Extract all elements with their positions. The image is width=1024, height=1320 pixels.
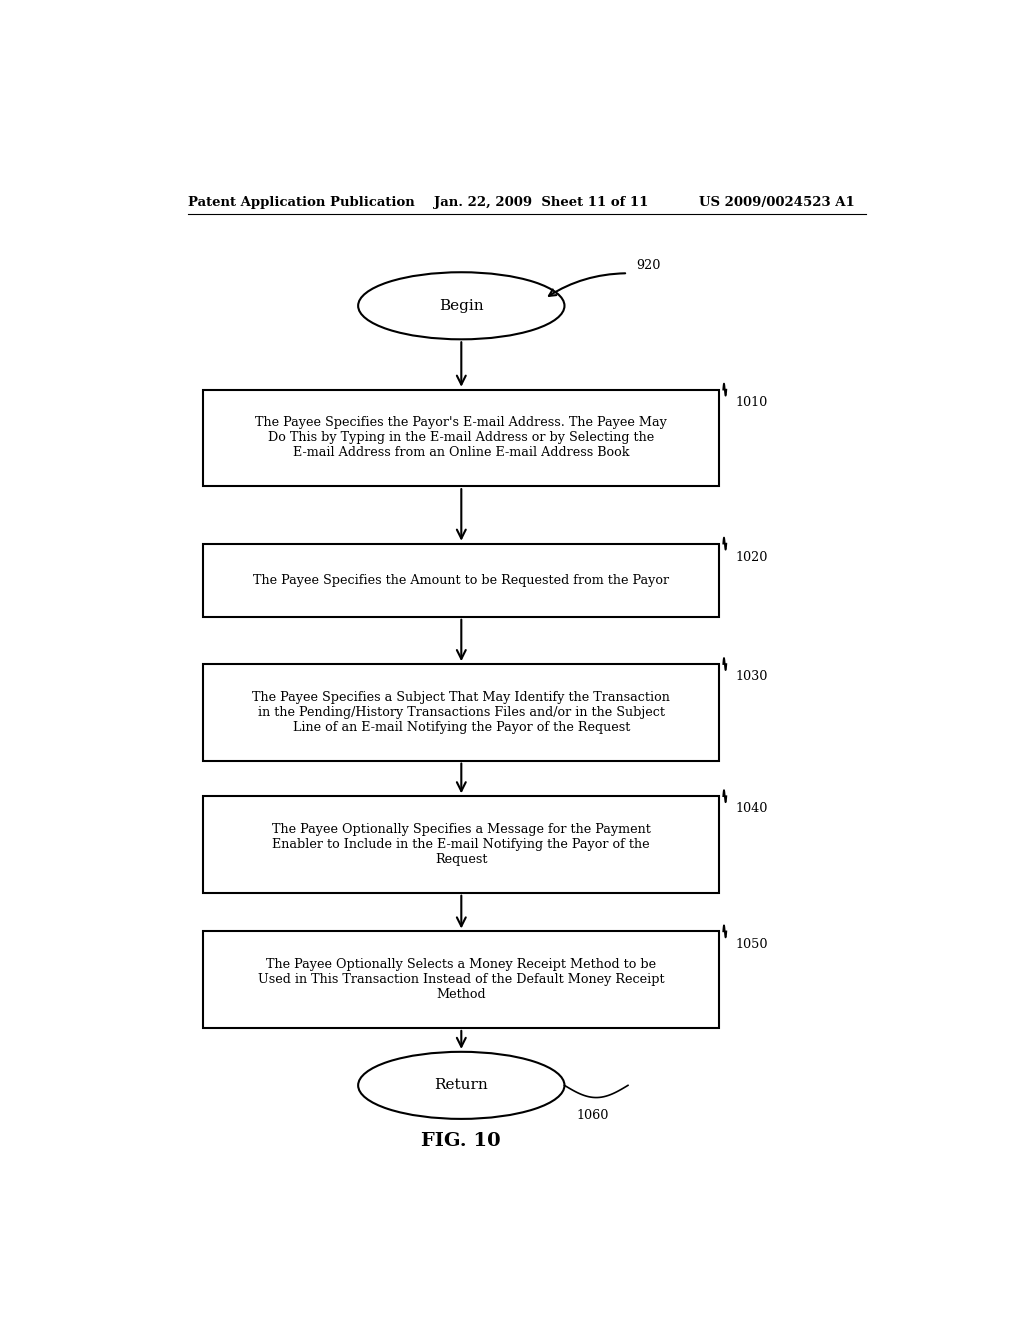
Text: 1050: 1050: [736, 937, 768, 950]
Text: US 2009/0024523 A1: US 2009/0024523 A1: [699, 195, 855, 209]
Text: 1060: 1060: [577, 1109, 608, 1122]
Text: The Payee Optionally Selects a Money Receipt Method to be
Used in This Transacti: The Payee Optionally Selects a Money Rec…: [258, 958, 665, 1001]
Text: The Payee Specifies the Payor's E-mail Address. The Payee May
Do This by Typing : The Payee Specifies the Payor's E-mail A…: [255, 416, 668, 459]
FancyBboxPatch shape: [204, 544, 719, 616]
Text: Return: Return: [434, 1078, 488, 1093]
Text: The Payee Optionally Specifies a Message for the Payment
Enabler to Include in t: The Payee Optionally Specifies a Message…: [272, 822, 650, 866]
Text: 1030: 1030: [736, 671, 768, 684]
FancyBboxPatch shape: [204, 664, 719, 760]
Text: Patent Application Publication: Patent Application Publication: [187, 195, 415, 209]
Text: 920: 920: [636, 259, 660, 272]
Text: The Payee Specifies the Amount to be Requested from the Payor: The Payee Specifies the Amount to be Req…: [253, 574, 670, 586]
FancyBboxPatch shape: [204, 796, 719, 892]
Text: 1010: 1010: [736, 396, 768, 409]
Text: 1020: 1020: [736, 552, 768, 565]
FancyBboxPatch shape: [204, 932, 719, 1028]
Text: Begin: Begin: [439, 298, 483, 313]
FancyBboxPatch shape: [204, 389, 719, 486]
Text: Jan. 22, 2009  Sheet 11 of 11: Jan. 22, 2009 Sheet 11 of 11: [433, 195, 648, 209]
Text: 1040: 1040: [736, 803, 768, 816]
Text: The Payee Specifies a Subject That May Identify the Transaction
in the Pending/H: The Payee Specifies a Subject That May I…: [252, 690, 671, 734]
Text: FIG. 10: FIG. 10: [422, 1133, 501, 1150]
